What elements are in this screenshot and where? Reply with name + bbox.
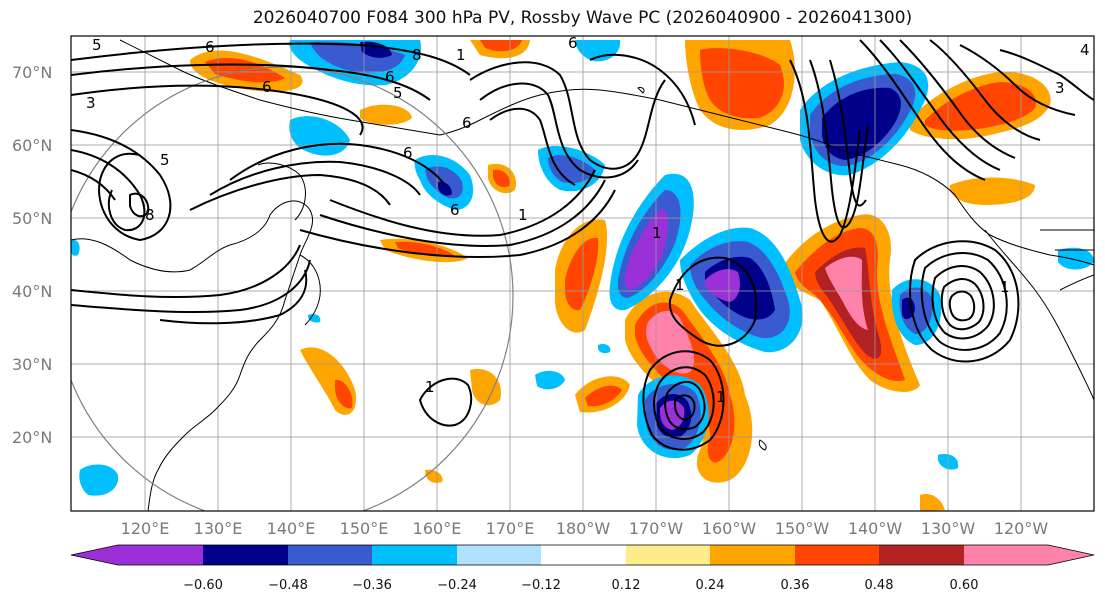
colorbar-low-arrow [71, 545, 118, 565]
contour-label: 1 [652, 224, 662, 242]
colorbar-tick-label: −0.12 [521, 578, 561, 593]
contour-label: 5 [92, 36, 102, 54]
map-panel: 5 8 6 3 5 6 6 5 6 8 6 1 1 1 1 3 6 1 6 1 … [71, 34, 1094, 511]
lat-label: 40°N [12, 282, 52, 301]
lon-label: 150°E [340, 519, 389, 538]
lat-label: 60°N [12, 136, 52, 155]
colorbar-segment [203, 545, 288, 565]
colorbar-tick-label: 0.36 [781, 578, 810, 593]
contour-label: 8 [145, 206, 155, 224]
colorbar-segment [288, 545, 372, 565]
lon-label: 170°E [486, 519, 535, 538]
contour-label: 6 [568, 34, 578, 52]
contour-label: 6 [385, 68, 395, 86]
lon-label: 140°W [848, 519, 903, 538]
contour-label: 5 [393, 84, 403, 102]
lon-label: 130°W [921, 519, 976, 538]
colorbar-tick-label: −0.60 [183, 578, 223, 593]
contour-label: 8 [412, 46, 422, 64]
colorbar-high-arrow [1048, 545, 1094, 565]
contour-label: 3 [1055, 79, 1065, 97]
colorbar-tick-label: 0.60 [950, 578, 979, 593]
lon-label: 180°W [556, 519, 611, 538]
contour-label: 3 [86, 94, 96, 112]
colorbar-segment [118, 545, 203, 565]
contour-label: 4 [1080, 41, 1090, 59]
contour-label: 1 [716, 388, 726, 406]
lon-label: 120°W [994, 519, 1049, 538]
contour-labels: 5 8 6 3 5 6 6 5 6 8 6 1 1 1 1 3 6 1 6 1 … [86, 34, 1090, 406]
lon-label: 120°E [121, 519, 170, 538]
page-title: 2026040700 F084 300 hPa PV, Rossby Wave … [252, 8, 913, 28]
colorbar-segment [372, 545, 457, 565]
lon-label: 160°E [413, 519, 462, 538]
lat-label: 20°N [12, 428, 52, 447]
colorbar-segment [710, 545, 795, 565]
colorbar: −0.60 −0.48 −0.36 −0.24 −0.12 0.12 0.24 … [70, 544, 1095, 593]
contour-label: 6 [450, 201, 460, 219]
lon-label: 140°E [267, 519, 316, 538]
pv-contours [71, 39, 1094, 451]
colorbar-segment [626, 545, 710, 565]
map-frame [70, 35, 1095, 512]
contour-label: 1 [675, 276, 685, 294]
lat-label: 30°N [12, 355, 52, 374]
latitude-labels: 70°N 60°N 50°N 40°N 30°N 20°N [12, 63, 52, 447]
contour-label: 6 [462, 114, 472, 132]
lon-label: 160°W [702, 519, 757, 538]
contour-label: 1 [425, 378, 435, 396]
contour-label: 6 [205, 38, 215, 56]
colorbar-tick-label: −0.36 [352, 578, 392, 593]
contour-label: 6 [262, 78, 272, 96]
range-circle [71, 66, 514, 511]
colorbar-tick-label: −0.48 [268, 578, 308, 593]
colorbar-segment [795, 545, 879, 565]
lon-label: 170°W [629, 519, 684, 538]
colorbar-tick-label: 0.48 [865, 578, 894, 593]
colorbar-segment [964, 545, 1048, 565]
graticule [71, 36, 1094, 511]
colorbar-tick-label: 0.24 [696, 578, 725, 593]
contour-label: 1 [518, 206, 528, 224]
contour-label: 1 [1000, 278, 1010, 296]
contour-label: 5 [160, 151, 170, 169]
lon-label: 150°W [775, 519, 830, 538]
longitude-labels: 120°E 130°E 140°E 150°E 160°E 170°E 180°… [121, 519, 1049, 538]
lat-label: 70°N [12, 63, 52, 82]
colorbar-tick-label: −0.24 [437, 578, 477, 593]
colorbar-segment [457, 545, 541, 565]
lon-label: 130°E [194, 519, 243, 538]
colorbar-tick-label: 0.12 [612, 578, 641, 593]
contour-label: 1 [456, 46, 466, 64]
colorbar-segment [879, 545, 964, 565]
lat-label: 50°N [12, 209, 52, 228]
colorbar-segment [541, 545, 626, 565]
contour-label: 6 [403, 144, 413, 162]
